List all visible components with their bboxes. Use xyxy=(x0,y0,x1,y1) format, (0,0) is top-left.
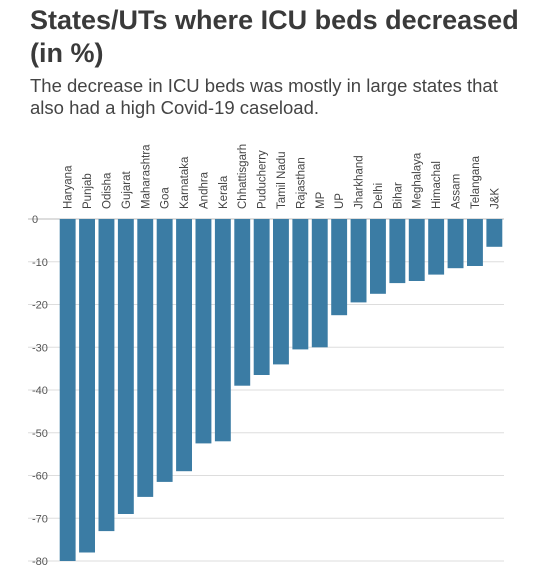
bar xyxy=(447,219,464,269)
bar xyxy=(428,219,445,275)
bar xyxy=(79,219,95,553)
chart-subtitle: The decrease in ICU beds was mostly in l… xyxy=(30,75,498,118)
bar xyxy=(214,219,231,442)
bar xyxy=(486,219,503,247)
y-tick-label: 0 xyxy=(32,214,38,226)
category-label: Assam xyxy=(451,174,463,209)
category-label: Goa xyxy=(160,187,172,209)
category-label: Haryana xyxy=(63,165,75,209)
bar xyxy=(156,219,173,482)
category-label: Bihar xyxy=(392,182,404,209)
category-label: Punjab xyxy=(82,173,94,209)
category-label: Meghalaya xyxy=(412,152,424,209)
category-label: Jharkhand xyxy=(354,155,366,209)
bar xyxy=(311,219,328,348)
category-label: Maharashtra xyxy=(140,144,152,209)
y-axis-ticks: 0 -10 -20 -30 -40 -50 -60 -70 -80 xyxy=(32,214,48,568)
y-tick-label: -80 xyxy=(32,556,48,568)
bar xyxy=(408,219,425,281)
bar xyxy=(234,219,251,386)
bar xyxy=(389,219,406,284)
bar xyxy=(137,219,154,497)
bar xyxy=(176,219,192,472)
bar xyxy=(350,219,367,303)
bars xyxy=(59,219,503,561)
y-tick-label: -10 xyxy=(32,257,48,269)
category-label: Chhattisgarh xyxy=(237,144,249,209)
category-label: Karnataka xyxy=(179,156,191,209)
category-label: Odisha xyxy=(102,172,114,209)
category-label: UP xyxy=(334,193,346,209)
category-label: Telangana xyxy=(470,155,482,209)
category-label: Andhra xyxy=(198,171,210,209)
bar xyxy=(331,219,348,316)
bar xyxy=(467,219,483,266)
category-label: Delhi xyxy=(373,183,385,209)
category-label: MP xyxy=(315,191,327,209)
category-label: Tamil Nadu xyxy=(276,151,288,209)
bar xyxy=(117,219,134,514)
category-label: Kerala xyxy=(218,175,230,209)
category-label: Gujarat xyxy=(121,170,133,209)
category-labels: Haryana Punjab Odisha Gujarat Maharashtra Goa… xyxy=(63,144,502,209)
y-tick-label: -70 xyxy=(32,513,48,525)
y-tick-label: -60 xyxy=(32,471,48,483)
bar xyxy=(98,219,115,532)
y-tick-label: -40 xyxy=(32,385,48,397)
y-tick-label: -50 xyxy=(32,428,48,440)
category-label: Himachal xyxy=(431,161,443,209)
category-label: Puducherry xyxy=(257,150,269,209)
category-label: Rajasthan xyxy=(295,157,307,209)
category-label: J&K xyxy=(489,188,501,209)
bar xyxy=(195,219,212,444)
bar xyxy=(273,219,289,365)
bar xyxy=(370,219,386,294)
bar xyxy=(253,219,270,375)
bar xyxy=(59,219,76,561)
chart-title: States/UTs where ICU beds decreased (in … xyxy=(30,5,519,68)
y-tick-label: -20 xyxy=(32,300,48,312)
y-tick-label: -30 xyxy=(32,342,48,354)
bar xyxy=(292,219,309,350)
